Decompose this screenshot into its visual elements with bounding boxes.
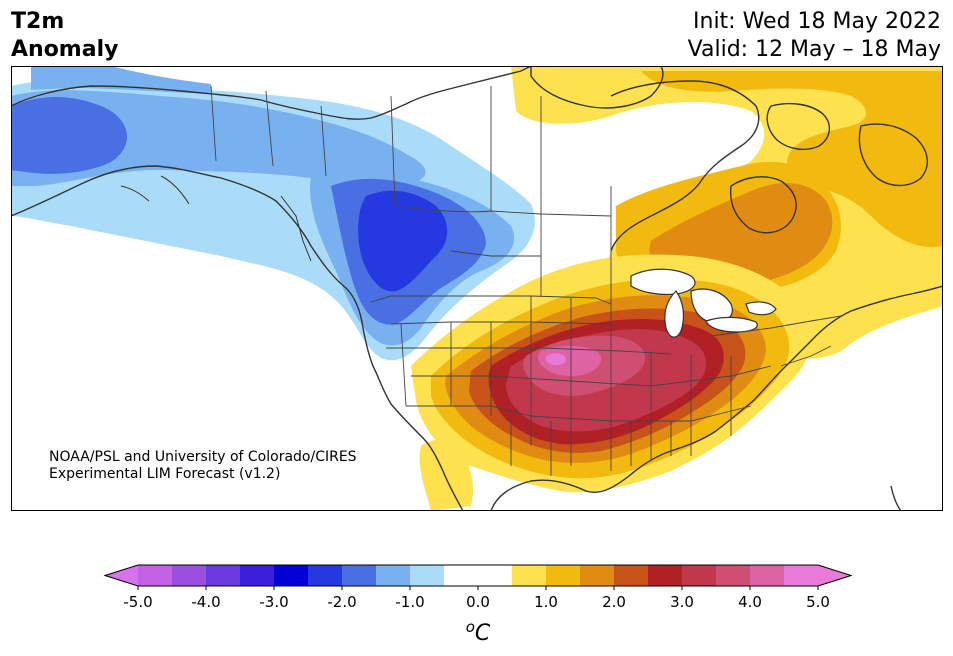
colorbar-tick-label: 0.0 [466, 593, 490, 611]
colorbar-swatch [614, 565, 649, 586]
colorbar-swatch [648, 565, 683, 586]
colorbar-swatch [716, 565, 751, 586]
colorbar-swatch [138, 565, 173, 586]
map-title: T2m Anomaly [11, 8, 118, 64]
colorbar-swatch [580, 565, 615, 586]
coastal-islands [120, 175, 312, 262]
colorbar-swatch [342, 565, 377, 586]
colorbar-swatch [206, 565, 241, 586]
map-frame [11, 66, 943, 511]
title-line-2: Anomaly [11, 37, 119, 62]
colorbar-tick-label: -1.0 [395, 593, 424, 611]
colorbar-tick-label: 4.0 [738, 593, 762, 611]
colorbar-tick-label: -5.0 [123, 593, 152, 611]
coastlines [11, 66, 943, 511]
colorbar-swatch [308, 565, 343, 586]
colorbar-tick-label: -2.0 [327, 593, 356, 611]
date-info: Init: Wed 18 May 2022 Valid: 12 May – 18… [688, 8, 941, 64]
colorbar-swatch [546, 565, 581, 586]
colorbar-swatch [376, 565, 411, 586]
great-lakes [630, 268, 777, 338]
colorbar-swatch [682, 565, 717, 586]
colorbar-swatch [240, 565, 275, 586]
anomaly-map [11, 66, 943, 511]
colorbar-swatch [784, 565, 819, 586]
init-date: Init: Wed 18 May 2022 [693, 9, 941, 34]
colorbar-tick-label: 2.0 [602, 593, 626, 611]
colorbar-under-arrow [105, 565, 138, 586]
colorbar-tick-label: -3.0 [259, 593, 288, 611]
colorbar-tick-label: 3.0 [670, 593, 694, 611]
colorbar: -5.0 -4.0 -3.0 -2.0 -1.0 0.0 1.0 2.0 3.0 4.0 5.0 o… [104, 564, 852, 646]
colorbar-tick-label: 1.0 [534, 593, 558, 611]
title-line-1: T2m [11, 9, 65, 34]
valid-range: Valid: 12 May – 18 May [687, 37, 941, 62]
colorbar-swatch [172, 565, 207, 586]
colorbar-unit-label: oC [466, 618, 491, 646]
colorbar-swatch [410, 565, 445, 586]
colorbar-swatch [444, 565, 513, 586]
colorbar-ticks: -5.0 -4.0 -3.0 -2.0 -1.0 0.0 1.0 2.0 3.0 4.0 5.0 [123, 586, 830, 611]
colorbar-swatch [750, 565, 785, 586]
credit-line-1: NOAA/PSL and University of Colorado/CIRE… [49, 449, 357, 465]
colorbar-swatches [104, 564, 852, 587]
colorbar-tick-label: -4.0 [191, 593, 220, 611]
credit-line-2: Experimental LIM Forecast (v1.2) [49, 466, 281, 482]
colorbar-swatch [274, 565, 309, 586]
political-borders [210, 85, 842, 476]
colorbar-swatch [512, 565, 547, 586]
colorbar-tick-label: 5.0 [806, 593, 830, 611]
credit-text: NOAA/PSL and University of Colorado/CIRE… [49, 449, 357, 483]
colorbar-over-arrow [818, 565, 851, 586]
